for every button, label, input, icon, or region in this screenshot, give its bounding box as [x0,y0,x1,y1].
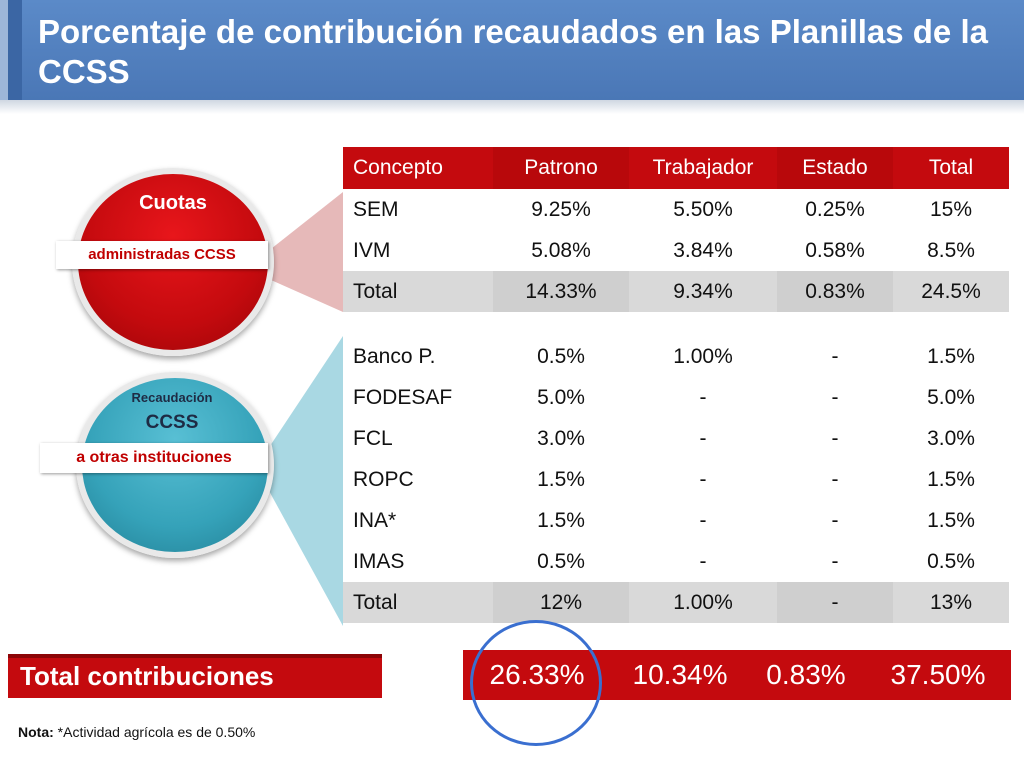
cell-estado: - [831,549,839,573]
cell-trabajador: - [699,508,707,532]
table-total-row: Total 14.33% 9.34% 0.83% 24.5% [343,271,1009,312]
otras-instituciones-table: Banco P. 0.5% 1.00% - 1.5% FODESAF 5.0% … [343,336,1009,623]
cell-concepto: INA* [353,508,397,532]
recaudacion-tag: a otras instituciones [40,443,268,473]
cuotas-table: Concepto Patrono Trabajador Estado Total… [343,147,1009,312]
cell-patrono: 14.33% [493,271,629,312]
cuotas-connector-wedge [262,192,343,312]
total-trabajador: 10.34% [632,659,728,690]
header-patrono: Patrono [493,147,629,189]
total-estado: 0.83% [766,659,846,690]
cuotas-label: Cuotas [139,192,207,214]
table-row: FODESAF 5.0% - - 5.0% [343,377,1009,418]
header-estado: Estado [777,147,893,189]
cell-total: 1.5% [927,467,975,491]
cell-estado: 0.83% [777,271,893,312]
table-total-row: Total 12% 1.00% - 13% [343,582,1009,623]
cell-total: 15% [929,197,973,221]
title-bar: Porcentaje de contribución recaudados en… [0,0,1024,100]
cell-patrono: 0.5% [537,549,585,573]
cell-trabajador: - [699,549,707,573]
cell-patrono: 1.5% [537,467,585,491]
cell-trabajador: - [699,385,707,409]
cell-patrono: 12% [493,582,629,623]
cell-total: 5.0% [927,385,975,409]
cell-concepto: Banco P. [353,344,436,368]
cell-total: 3.0% [927,426,975,450]
cuotas-tag: administradas CCSS [56,241,268,269]
cell-trabajador: 1.00% [629,582,777,623]
header-concepto: Concepto [343,147,493,189]
title-accent-stripe [0,0,8,100]
cell-estado: - [831,385,839,409]
total-box-top-bar [8,654,382,658]
cell-total: 1.5% [927,508,975,532]
footnote-text: *Actividad agrícola es de 0.50% [53,724,256,740]
title-shadow [0,100,1024,114]
cell-trabajador: 9.34% [629,271,777,312]
cell-patrono: 0.5% [537,344,585,368]
cell-concepto: FCL [353,426,393,450]
cell-estado: - [831,426,839,450]
page-title: Porcentaje de contribución recaudados en… [38,13,988,90]
cell-estado: - [831,508,839,532]
cell-concepto: IVM [353,238,391,262]
cell-concepto: ROPC [353,467,414,491]
cell-estado: - [831,467,839,491]
table-row: IVM 5.08% 3.84% 0.58% 8.5% [343,230,1009,271]
cell-patrono: 3.0% [537,426,585,450]
cell-patrono: 5.0% [537,385,585,409]
cell-estado: - [777,582,893,623]
total-total: 37.50% [890,659,986,690]
header-total: Total [893,147,1009,189]
cell-trabajador: - [699,426,707,450]
cell-concepto: IMAS [353,549,405,573]
cell-concepto: FODESAF [353,385,453,409]
cell-concepto: Total [343,271,493,312]
table-row: FCL 3.0% - - 3.0% [343,418,1009,459]
footnote-prefix: Nota: [18,724,54,740]
table-header-row: Concepto Patrono Trabajador Estado Total [343,147,1009,189]
cell-patrono: 9.25% [531,197,591,221]
cell-patrono: 1.5% [537,508,585,532]
cell-total: 0.5% [927,549,975,573]
header-trabajador: Trabajador [629,147,777,189]
highlight-circle [470,620,602,746]
total-contribuciones-text: Total contribuciones [20,661,274,691]
recaudacion-label: Recaudación [131,390,213,405]
cell-trabajador: - [699,467,707,491]
total-contribuciones-label: Total contribuciones [8,654,382,698]
cell-patrono: 5.08% [531,238,591,262]
footnote: Nota: *Actividad agrícola es de 0.50% [18,724,255,740]
table-row: ROPC 1.5% - - 1.5% [343,459,1009,500]
cell-concepto: Total [343,582,493,623]
recaudacion-ccss-label: CCSS [145,412,199,433]
cell-concepto: SEM [353,197,399,221]
otras-connector-wedge [262,336,343,626]
table-row: SEM 9.25% 5.50% 0.25% 15% [343,189,1009,230]
cell-total: 13% [893,582,1009,623]
cell-estado: - [831,344,839,368]
cell-total: 1.5% [927,344,975,368]
cell-trabajador: 5.50% [673,197,733,221]
table-row: INA* 1.5% - - 1.5% [343,500,1009,541]
cell-estado: 0.58% [805,238,865,262]
table-row: Banco P. 0.5% 1.00% - 1.5% [343,336,1009,377]
table-row: IMAS 0.5% - - 0.5% [343,541,1009,582]
cell-total: 8.5% [927,238,975,262]
cell-total: 24.5% [893,271,1009,312]
cell-estado: 0.25% [805,197,865,221]
cell-trabajador: 1.00% [673,344,733,368]
cell-trabajador: 3.84% [673,238,733,262]
